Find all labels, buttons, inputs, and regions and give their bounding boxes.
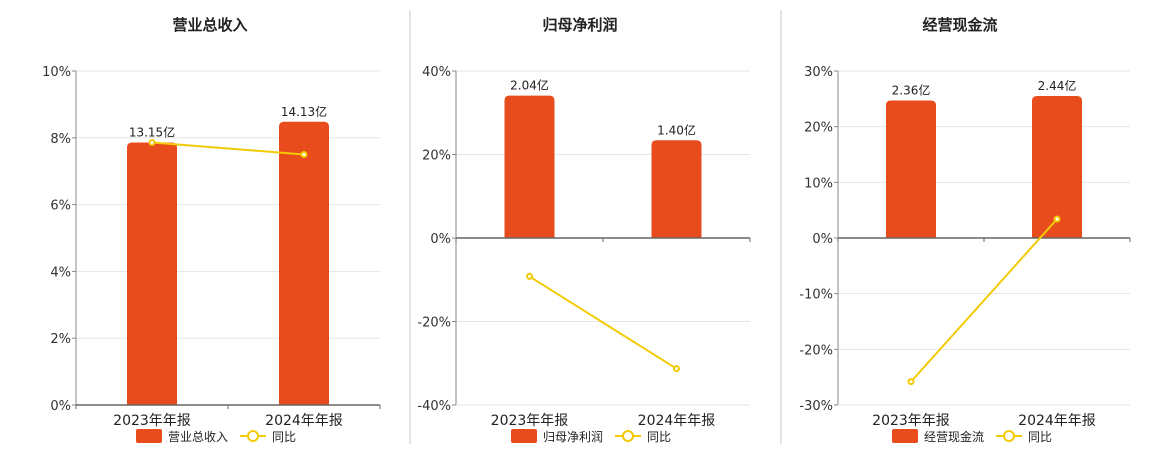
line-point	[1053, 215, 1061, 223]
y-tick-label: 6%	[50, 199, 71, 214]
y-tick-label: -20%	[417, 316, 451, 331]
legend-line-label: 同比	[647, 430, 671, 444]
line-point	[907, 378, 915, 386]
y-tick-label: 0%	[812, 232, 833, 247]
y-tick-label: -20%	[799, 343, 833, 358]
bar	[279, 121, 329, 405]
y-tick-label: 0%	[50, 399, 71, 414]
bar	[127, 142, 177, 405]
chart-title: 归母净利润	[542, 16, 617, 34]
x-tick-label: 2023年年报	[872, 413, 950, 429]
x-tick-label: 2024年年报	[265, 413, 343, 429]
legend-bar-label: 营业总收入	[168, 430, 228, 444]
legend-bar-swatch	[511, 429, 537, 443]
bar-data-label: 2.44亿	[1038, 78, 1077, 93]
bar	[651, 140, 702, 238]
line-series	[528, 275, 678, 370]
y-tick-label: 20%	[422, 149, 451, 164]
line-point	[673, 365, 680, 373]
bar-data-label: 13.15亿	[129, 124, 175, 139]
bar-data-label: 14.13亿	[281, 104, 327, 119]
y-tick-label: -10%	[799, 288, 833, 303]
bar-data-label: 2.04亿	[510, 78, 549, 93]
legend-line-label: 同比	[1028, 430, 1052, 444]
bar-data-label: 1.40亿	[657, 122, 696, 137]
line-point	[300, 151, 308, 158]
legend: 经营现金流 同比	[892, 429, 1052, 444]
y-tick-label: 8%	[50, 132, 71, 147]
line-series	[910, 218, 1058, 383]
bar	[504, 95, 555, 238]
line-series	[151, 141, 305, 156]
bar	[1032, 96, 1082, 238]
line-point	[148, 138, 156, 146]
legend-bar-label: 经营现金流	[924, 429, 984, 444]
line-point	[526, 272, 533, 280]
y-tick-label: 0%	[430, 232, 451, 247]
y-tick-label: 30%	[804, 65, 833, 80]
legend-line-marker	[1003, 430, 1015, 442]
legend-line-marker	[622, 430, 634, 442]
chart-2: 归母净利润 -40% -20% 0% 20% 40% 2.04亿 1.40亿 2023年年报 20…	[409, 10, 751, 444]
legend-line-label: 同比	[272, 430, 296, 444]
chart-3: 经营现金流 -30% -20% -10% 0% 10% 20% 30% 2.36亿 2.44亿 20…	[780, 10, 1131, 444]
y-tick-label: -40%	[417, 399, 451, 414]
y-tick-label: 40%	[422, 65, 451, 80]
y-tick-label: -30%	[799, 399, 833, 414]
y-tick-label: 4%	[50, 265, 71, 280]
x-tick-label: 2023年年报	[491, 413, 569, 429]
chart-title: 经营现金流	[922, 16, 997, 34]
y-tick-label: 20%	[804, 121, 833, 136]
bar-data-label: 2.36亿	[892, 83, 931, 98]
chart-1: 营业总收入 0% 2% 4% 6% 8% 10% 13.15亿 14.13亿 2023年年报 202…	[42, 16, 381, 444]
bar	[886, 100, 936, 239]
x-tick-label: 2024年年报	[1018, 413, 1096, 429]
legend: 营业总收入 同比	[136, 429, 296, 444]
legend-bar-swatch	[892, 429, 918, 443]
y-tick-label: 2%	[50, 332, 71, 347]
y-tick-label: 10%	[804, 176, 833, 191]
legend-bar-label: 归母净利润	[543, 430, 603, 444]
legend: 归母净利润 同比	[511, 429, 671, 444]
chart-title: 营业总收入	[172, 16, 247, 34]
x-tick-label: 2024年年报	[638, 413, 716, 429]
legend-bar-swatch	[136, 429, 162, 443]
y-tick-label: 10%	[42, 65, 71, 80]
legend-line-marker	[247, 430, 259, 442]
x-tick-label: 2023年年报	[113, 413, 191, 429]
